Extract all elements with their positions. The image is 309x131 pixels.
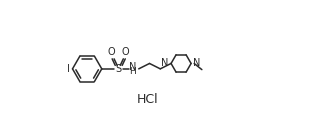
Text: N: N bbox=[193, 58, 201, 69]
Text: HCl: HCl bbox=[136, 93, 158, 106]
Text: I: I bbox=[67, 64, 70, 74]
Text: N: N bbox=[129, 62, 136, 72]
Text: H: H bbox=[129, 67, 136, 76]
Text: N: N bbox=[161, 58, 169, 69]
Text: O: O bbox=[108, 47, 116, 57]
Text: S: S bbox=[116, 64, 122, 74]
Text: O: O bbox=[122, 47, 129, 57]
